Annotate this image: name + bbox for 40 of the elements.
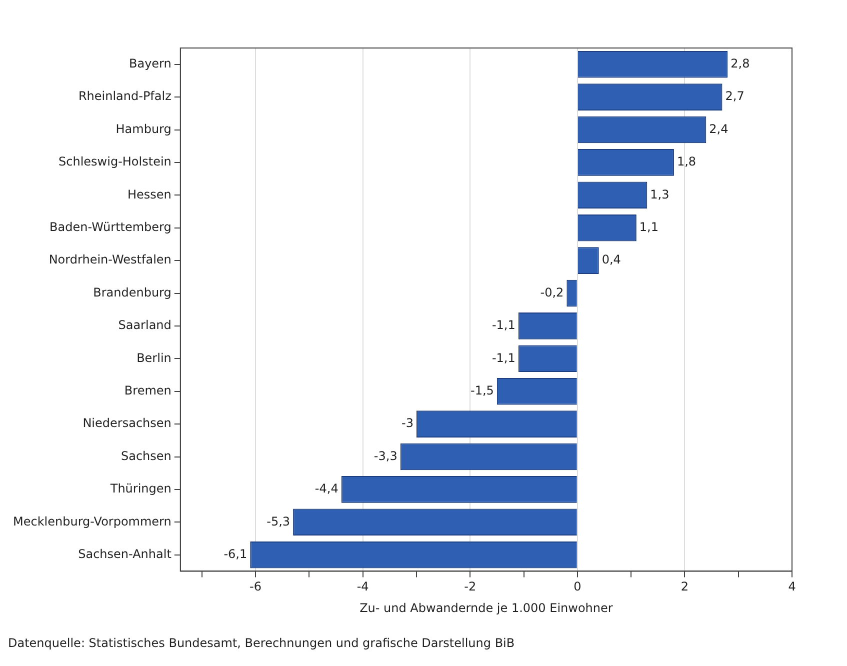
y-tick-label: Berlin <box>136 350 172 365</box>
y-tick-label: Sachsen <box>120 448 172 463</box>
y-tick-label: Schleswig-Holstein <box>58 154 172 169</box>
data-label: 2,4 <box>709 122 728 136</box>
data-label: -6,1 <box>224 546 248 561</box>
data-label: 1,1 <box>639 220 659 234</box>
x-tick-label: 4 <box>788 580 796 594</box>
data-label: -1,1 <box>492 350 516 365</box>
data-label: -3 <box>401 416 414 430</box>
data-label: -3,3 <box>374 448 398 463</box>
x-tick-label: -2 <box>464 580 476 594</box>
data-label: -4,4 <box>314 482 338 496</box>
y-tick-label: Bayern <box>128 56 172 70</box>
y-tick-label: Niedersachsen <box>82 416 172 430</box>
data-label: 0,4 <box>602 252 621 267</box>
data-label: 1,3 <box>650 187 670 202</box>
y-tick-label: Baden-Württemberg <box>50 220 172 234</box>
data-label: -1,5 <box>470 383 494 398</box>
data-label: 2,7 <box>725 89 744 104</box>
y-tick-label: Sachsen-Anhalt <box>78 546 172 561</box>
y-tick-label: Bremen <box>124 383 172 398</box>
y-tick-label: Mecklenburg-Vorpommern <box>12 514 172 528</box>
x-tick-label: -6 <box>250 580 262 594</box>
data-label: -1,1 <box>492 318 516 332</box>
x-tick-label: 0 <box>574 580 582 594</box>
y-tick-label: Rheinland-Pfalz <box>78 89 172 104</box>
y-tick-label: Hessen <box>127 187 172 202</box>
data-label: 2,8 <box>730 56 750 70</box>
data-label: -5,3 <box>266 514 290 528</box>
y-tick-label: Saarland <box>118 318 172 332</box>
y-tick-label: Thüringen <box>109 482 172 496</box>
y-tick-label: Nordrhein-Westfalen <box>48 252 172 267</box>
data-label: 1,8 <box>676 154 696 169</box>
x-axis-title: Zu- und Abwandernde je 1.000 Einwohner <box>360 600 613 615</box>
x-tick-label: 2 <box>680 580 689 594</box>
data-label: -0,2 <box>540 285 564 300</box>
text: Datenquelle: Statistisches Bundesamt, Berechnungen und grafische Darstellung BiB <box>8 636 515 650</box>
y-tick-label: Hamburg <box>116 122 172 136</box>
y-tick-label: Brandenburg <box>93 285 172 300</box>
x-tick-label: -4 <box>356 580 369 594</box>
